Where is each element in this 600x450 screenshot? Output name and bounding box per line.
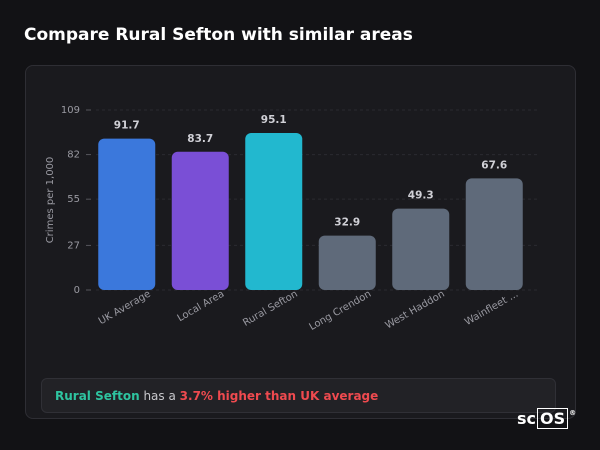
bar: [318, 235, 376, 290]
y-tick-label: 82: [67, 150, 80, 161]
x-tick-label: Local Area: [176, 289, 227, 325]
y-tick-label: 55: [67, 194, 80, 205]
summary-text: has a: [143, 389, 176, 403]
y-tick-label: 27: [67, 240, 80, 251]
x-tick-label: Rural Sefton: [241, 289, 300, 329]
logo-boxed: OS: [537, 408, 569, 429]
bar: [392, 208, 450, 290]
value-label: 95.1: [261, 114, 287, 126]
bar: [465, 178, 523, 290]
x-tick-label: West Haddon: [384, 289, 447, 332]
value-label: 67.6: [481, 159, 507, 171]
logo: sc OS ®: [517, 408, 577, 429]
x-tick-label: UK Average: [97, 289, 153, 328]
summary-highlight: 3.7% higher than UK average: [179, 389, 379, 403]
bar: [245, 132, 303, 290]
summary-subject: Rural Sefton: [55, 389, 140, 403]
title: Compare Rural Sefton with similar areas: [24, 25, 413, 45]
x-tick-label: Long Crendon: [308, 289, 374, 333]
logo-mark: ®: [569, 409, 577, 417]
y-tick-label: 109: [61, 105, 80, 116]
bar: [171, 151, 229, 290]
value-label: 32.9: [334, 217, 360, 229]
value-label: 49.3: [408, 190, 434, 202]
logo-prefix: sc: [517, 409, 537, 428]
value-label: 91.7: [114, 120, 140, 132]
y-axis-label: Crimes per 1,000: [45, 157, 56, 244]
bar: [98, 138, 156, 290]
summary: Rural Sefton has a 3.7% higher than UK a…: [41, 378, 556, 413]
value-label: 83.7: [187, 133, 213, 145]
x-tick-label: Wainfleet ...: [463, 289, 520, 328]
y-tick-label: 0: [74, 285, 80, 296]
